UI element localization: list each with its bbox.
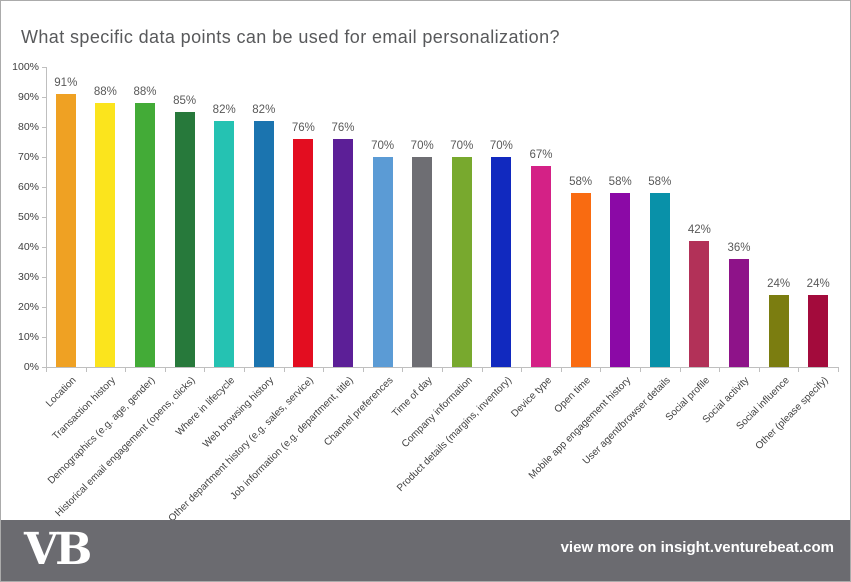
bar [333,139,353,367]
y-axis-tick [42,67,46,68]
bar [451,157,472,367]
bar-value-label: 88% [133,86,157,98]
x-axis-tick [521,367,523,372]
y-axis-tick-label: 20% [17,301,39,313]
y-axis-tick [42,187,46,188]
x-axis-tick [640,367,641,372]
y-axis-tick [42,217,46,218]
x-axis-category-label: Company information [399,375,475,450]
bar-value-label: 76% [291,122,315,134]
x-axis-tick [719,367,721,372]
x-axis-tick [283,367,285,372]
x-axis-category-label: Open time [552,375,594,416]
x-axis-tick [679,367,681,372]
x-axis-tick [362,367,364,372]
bar-value-label: 82% [252,104,276,116]
x-axis-category-label: Other department history (e.g. sales, se… [166,375,317,525]
bar [531,166,551,367]
y-axis-tick-label: 70% [17,151,39,163]
x-axis-category-label: Channel preferences [321,375,396,449]
x-axis-tick [85,367,87,372]
y-axis-tick-label: 90% [17,91,39,103]
bar [214,121,235,367]
x-axis-category-label: Device type [509,375,554,420]
y-axis-tick-label: 100% [12,61,39,73]
y-axis-tick-label: 80% [17,121,39,133]
bar-value-label: 70% [371,140,395,152]
x-axis-tick [481,367,483,372]
bar [293,139,314,367]
bar-value-label: 67% [529,149,553,161]
y-axis-line [46,67,47,368]
bar-value-label: 70% [450,140,474,152]
bar [412,157,433,367]
y-axis-tick [42,367,46,368]
bar-value-label: 76% [331,122,355,134]
y-axis-tick [42,277,46,278]
y-axis-tick-label: 50% [17,211,39,223]
bar-value-label: 58% [648,176,672,188]
bar [768,295,789,367]
bar [55,94,76,367]
y-axis-tick [42,97,46,98]
x-axis-tick [838,367,839,372]
x-axis-category-label: Historical email engagement (opens, clic… [53,375,198,520]
bar-value-label: 70% [489,140,513,152]
x-axis-tick [442,367,443,372]
bar [729,259,749,367]
x-axis-tick [402,367,404,372]
bar [372,157,393,367]
y-axis-tick [42,247,46,248]
footer-link-text: view more on insight.venturebeat.com [560,539,834,556]
bar [491,157,512,367]
y-axis-tick [42,157,46,158]
x-axis-tick [323,367,325,372]
bar-value-label: 42% [687,224,711,236]
bar [649,193,670,367]
bar-value-label: 88% [93,86,117,98]
x-axis-tick [244,367,245,372]
x-axis-tick [164,367,166,372]
bar-value-label: 58% [608,176,632,188]
y-axis-tick-label: 30% [17,271,39,283]
footer-bar: VB view more on insight.venturebeat.com [1,520,850,581]
bar [95,103,116,367]
bar-value-label: 85% [173,95,197,107]
bar [689,241,710,367]
y-axis-tick [42,307,46,308]
x-axis-tick [758,367,760,372]
bar-value-label: 36% [727,242,751,254]
x-axis-category-label: Other (please specify) [754,375,831,452]
x-axis-category-label: Location [44,375,79,410]
bar [174,112,195,367]
bar-value-label: 91% [54,77,78,89]
y-axis-tick-label: 40% [17,241,39,253]
y-axis-tick-label: 10% [17,331,39,343]
y-axis-tick-label: 0% [23,361,39,373]
bar-value-label: 82% [212,104,236,116]
bar [570,193,591,367]
bar [253,121,274,367]
x-axis-tick [125,367,127,372]
chart-title: What specific data points can be used fo… [21,27,560,47]
bar [135,103,155,367]
x-axis-tick [600,367,602,372]
bar-value-label: 70% [410,140,434,152]
y-axis-tick [42,127,46,128]
bar [808,295,829,367]
x-axis-tick [46,367,47,372]
bar-value-label: 24% [806,278,830,290]
bar [610,193,631,367]
y-axis-tick-label: 60% [17,181,39,193]
x-axis-category-label: Web browsing history [201,375,277,451]
venturebeat-logo: VB [24,524,92,575]
bar-value-label: 24% [767,278,791,290]
y-axis-tick [42,337,46,338]
x-axis-tick [204,367,206,372]
x-axis-tick [560,367,562,372]
x-axis-tick [798,367,800,372]
bar-value-label: 58% [569,176,593,188]
